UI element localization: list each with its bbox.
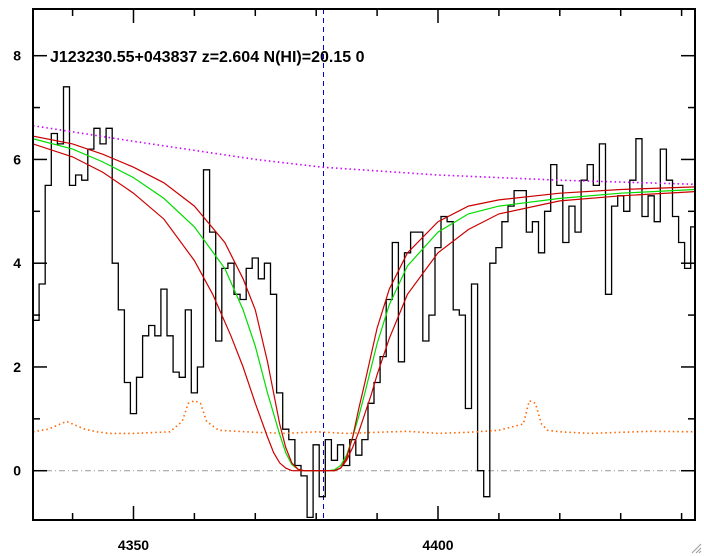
x-tick-label: 4400 <box>422 537 453 553</box>
continuum-line <box>33 124 695 186</box>
y-tick-label: 0 <box>13 463 21 479</box>
y-tick-label: 2 <box>13 359 21 375</box>
y-tick-label: 8 <box>13 48 21 64</box>
fit-bound-lower-line <box>33 143 695 472</box>
plot-frame: 4350 4400 0 2 4 6 8 <box>13 8 696 553</box>
resize-grip-icon[interactable] <box>690 542 702 554</box>
fit-bound-upper-line <box>33 135 695 472</box>
plot-series <box>33 9 695 520</box>
fit-best-line <box>33 138 695 472</box>
x-tick-label: 4350 <box>118 537 149 553</box>
error-spectrum-line <box>33 399 695 435</box>
plot-border <box>32 8 696 521</box>
y-tick-label: 6 <box>13 151 21 167</box>
y-tick-label: 4 <box>13 255 21 271</box>
flux-spectrum-step-line <box>33 86 695 519</box>
chart-title: J123230.55+043837 z=2.604 N(HI)=20.15 0 <box>50 49 365 66</box>
